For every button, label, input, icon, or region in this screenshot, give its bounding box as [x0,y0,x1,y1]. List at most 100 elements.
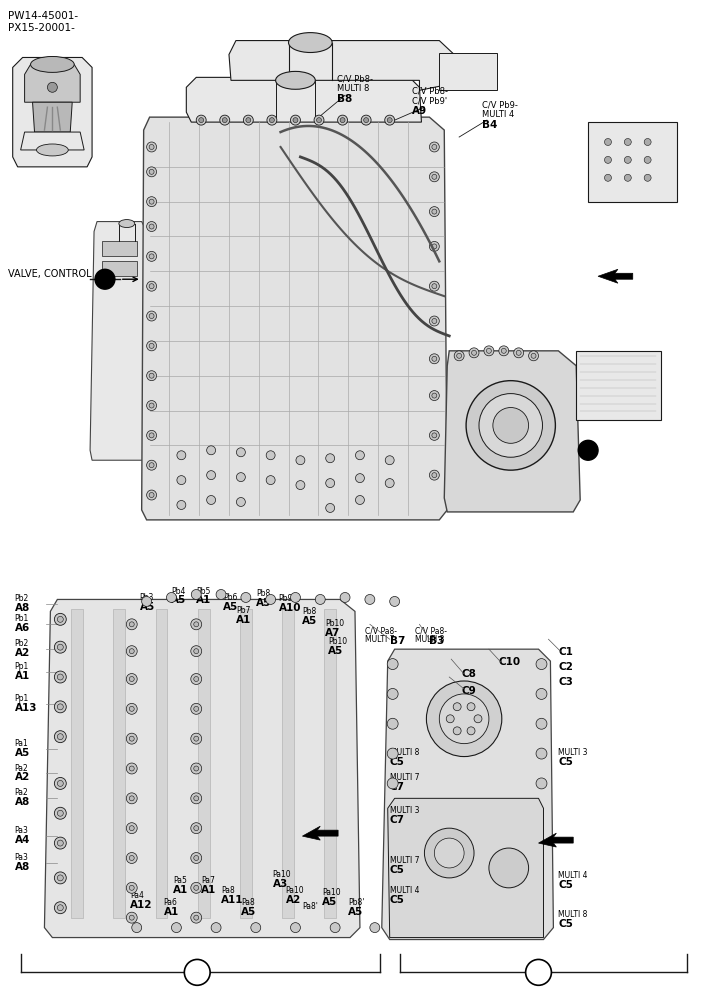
Circle shape [191,733,201,744]
Circle shape [194,677,199,681]
Text: Pb8': Pb8' [348,898,365,907]
Circle shape [57,616,63,622]
Circle shape [194,706,199,711]
Text: A4: A4 [15,835,30,845]
Circle shape [453,727,461,735]
Text: C/V Pb9': C/V Pb9' [412,96,446,105]
Circle shape [130,766,134,771]
Circle shape [644,174,651,181]
Circle shape [54,872,66,884]
Text: C10: C10 [499,657,521,667]
Circle shape [130,796,134,801]
Circle shape [361,115,371,125]
Ellipse shape [30,56,74,72]
Circle shape [191,590,201,599]
Circle shape [149,493,154,498]
Text: C2: C2 [558,662,573,672]
Circle shape [130,826,134,831]
Circle shape [429,354,439,364]
Circle shape [446,715,454,723]
Circle shape [340,592,350,602]
Circle shape [469,348,479,358]
Circle shape [146,142,156,152]
Text: Pa2: Pa2 [15,788,28,797]
Text: A1: A1 [196,595,211,605]
Text: A9: A9 [412,106,427,116]
Circle shape [454,351,464,361]
Text: B: B [534,967,543,977]
Text: B: B [585,446,591,455]
Text: Pa8: Pa8 [221,886,235,895]
Polygon shape [44,599,360,938]
Circle shape [326,503,334,512]
Circle shape [432,209,436,214]
Text: Pb10: Pb10 [328,637,347,646]
Circle shape [385,456,394,465]
Circle shape [196,115,206,125]
Text: B3: B3 [429,636,445,646]
Circle shape [54,613,66,625]
Circle shape [191,646,201,657]
Circle shape [191,853,201,863]
Text: Pb7: Pb7 [236,606,251,615]
Circle shape [432,244,436,249]
Circle shape [624,139,631,145]
Text: A2: A2 [15,648,30,658]
Polygon shape [25,64,80,102]
Circle shape [207,471,215,480]
Circle shape [267,115,277,125]
Circle shape [146,197,156,207]
Circle shape [194,856,199,860]
Text: C/V Pa8-: C/V Pa8- [415,626,446,635]
Circle shape [432,284,436,289]
Text: Pa6: Pa6 [163,898,177,907]
Circle shape [340,118,345,123]
Circle shape [191,793,201,804]
Circle shape [536,718,547,729]
Ellipse shape [119,220,134,228]
Text: MULTI 4: MULTI 4 [482,110,514,119]
Text: C7: C7 [390,782,405,792]
Circle shape [126,853,137,863]
Circle shape [387,118,392,123]
Circle shape [222,118,227,123]
Circle shape [387,748,398,759]
Text: C3: C3 [558,677,573,687]
Polygon shape [388,798,543,938]
Circle shape [526,959,551,985]
Text: C5: C5 [558,880,573,890]
Circle shape [146,460,156,470]
Text: A7: A7 [325,628,341,638]
Text: A10: A10 [279,603,301,613]
Bar [576,351,660,420]
Circle shape [472,350,477,355]
Circle shape [194,649,199,654]
Circle shape [484,346,494,356]
Text: Pa1: Pa1 [15,739,28,748]
Polygon shape [13,57,92,167]
Circle shape [207,496,215,504]
Circle shape [429,142,439,152]
Text: Pa10: Pa10 [272,870,291,879]
Text: MULTI 7: MULTI 7 [390,773,419,782]
Circle shape [457,353,462,358]
Circle shape [486,348,491,353]
Circle shape [149,254,154,259]
Text: A11: A11 [221,895,244,905]
Circle shape [387,778,398,789]
Text: B4: B4 [482,120,497,130]
Text: A2: A2 [15,772,30,782]
Text: Pb2: Pb2 [15,594,29,603]
Circle shape [191,882,201,893]
Circle shape [499,346,509,356]
Circle shape [432,473,436,478]
Circle shape [429,470,439,480]
Text: C8: C8 [461,669,476,679]
Circle shape [54,731,66,743]
Text: C5: C5 [390,865,405,875]
Circle shape [149,144,154,149]
Text: Pb10: Pb10 [325,619,344,628]
Circle shape [216,590,226,599]
Circle shape [211,923,221,933]
Circle shape [266,476,275,485]
